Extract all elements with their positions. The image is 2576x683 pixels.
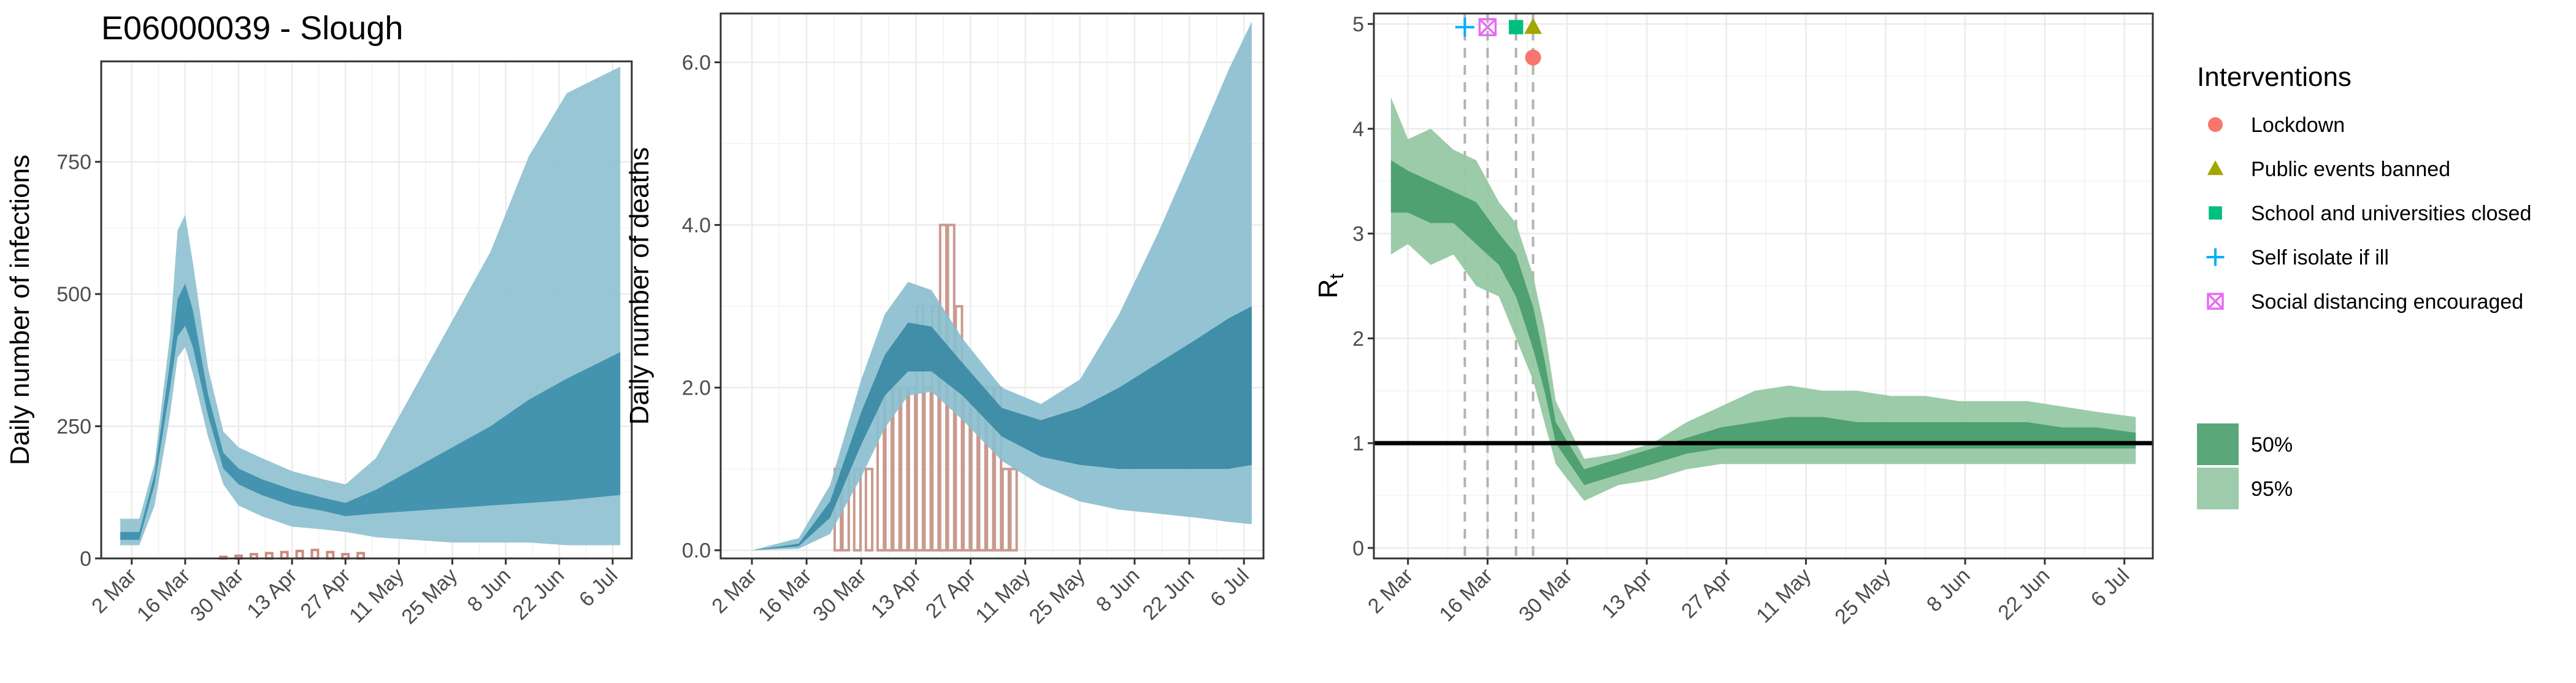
infections-ribbon-50 [120, 283, 621, 540]
y-tick-label: 4 [1352, 118, 1364, 141]
infections-y-label: Daily number of infections [5, 155, 35, 465]
legend-marker [2207, 293, 2224, 310]
x-tick-label: 16 Mar [132, 564, 195, 627]
x-tick-label: 25 May [397, 564, 462, 629]
deaths-panel-border [719, 12, 1265, 560]
legend-ci-label: 50% [2251, 433, 2293, 457]
x-tick-label: 30 Mar [186, 564, 248, 627]
x-tick-label: 16 Mar [1435, 564, 1497, 627]
intervention-marker [1525, 49, 1541, 66]
deaths-y-label: Daily number of deaths [624, 147, 654, 425]
legend-ci-swatch [2197, 468, 2239, 509]
legend-title: Interventions [2197, 62, 2352, 92]
intervention-marker [1509, 20, 1524, 34]
x-tick-label: 13 Apr [242, 564, 301, 623]
legend-label: Lockdown [2251, 114, 2345, 137]
legend-ci-swatch [2197, 423, 2239, 465]
x-tick-label: 25 May [1830, 564, 1895, 629]
y-tick-label: 2.0 [682, 377, 711, 400]
observed-bar [954, 305, 964, 552]
y-tick-label: 250 [56, 415, 91, 439]
y-tick-label: 4.0 [682, 214, 711, 237]
x-tick-label: 8 Jun [1922, 564, 1975, 617]
observed-bar [864, 468, 874, 552]
intervention-marker [1478, 18, 1497, 36]
legend-marker [2208, 117, 2223, 132]
x-tick-label: 11 May [345, 564, 408, 628]
y-tick-label: 1 [1352, 432, 1364, 455]
x-tick-label: 22 Jun [508, 564, 569, 625]
deaths-y-axis: 0.0 2.0 4.0 6.0 [682, 52, 721, 563]
x-tick-label: 6 Jul [1206, 564, 1254, 612]
y-label-subscript: t [1325, 274, 1347, 279]
legend-label: Public events banned [2251, 158, 2450, 181]
legend-ci-item: 50% [2197, 423, 2293, 465]
x-tick-label: 25 May [1025, 564, 1090, 629]
infections-panel-border [100, 60, 633, 560]
rt-y-axis: 0 1 2 3 4 5 [1352, 13, 1374, 560]
legend-item: School and universities closed [2209, 202, 2531, 225]
x-tick-label: 8 Jun [463, 564, 516, 617]
legend: Interventions Lockdown Public events banne… [2197, 62, 2531, 509]
legend-label: Social distancing encouraged [2251, 290, 2523, 314]
y-tick-label: 0 [80, 547, 91, 571]
legend-marker [2207, 160, 2224, 176]
legend-marker [2206, 248, 2225, 266]
x-tick-label: 30 Mar [808, 564, 871, 627]
x-tick-label: 16 Mar [754, 564, 816, 627]
rt-x-axis: 2 Mar 16 Mar 30 Mar 13 Apr 27 Apr 11 May 25 Ma… [1363, 558, 2134, 628]
deaths-ribbon-50 [751, 306, 1252, 550]
x-tick-label: 6 Jul [575, 564, 623, 612]
x-tick-label: 22 Jun [1138, 564, 1199, 625]
legend-label: School and universities closed [2251, 202, 2531, 225]
observed-bar [1009, 468, 1018, 552]
y-tick-label: 6.0 [682, 52, 711, 75]
legend-ci-item: 95% [2197, 468, 2293, 509]
y-tick-label: 500 [56, 283, 91, 306]
x-tick-label: 6 Jul [2087, 564, 2134, 612]
x-tick-label: 27 Apr [1677, 564, 1736, 623]
x-tick-label: 13 Apr [867, 564, 926, 623]
x-tick-label: 11 May [971, 564, 1035, 628]
x-tick-label: 8 Jun [1092, 564, 1144, 617]
x-tick-label: 27 Apr [296, 564, 355, 623]
y-tick-label: 5 [1352, 13, 1364, 36]
y-tick-label: 0 [1352, 537, 1364, 560]
rt-panel: 0 1 2 3 4 5 2 Mar 16 Mar 30 Mar 13 Apr 27 Apr 11 Ma… [1313, 12, 2154, 628]
intervention-marker [1455, 17, 1474, 37]
legend-item: Lockdown [2208, 114, 2345, 137]
x-tick-label: 30 Mar [1514, 564, 1577, 627]
rt-ribbon-95 [1390, 97, 2136, 501]
rt-y-label: Rt [1313, 274, 1347, 299]
observed-bar [1001, 468, 1010, 552]
rt-grid [1374, 14, 2153, 558]
y-tick-label: 2 [1352, 327, 1364, 350]
legend-item: Social distancing encouraged [2207, 290, 2523, 314]
infections-title: E06000039 - Slough [101, 10, 403, 47]
legend-ci-label: 95% [2251, 477, 2293, 501]
y-tick-label: 3 [1352, 223, 1364, 246]
legend-label: Self isolate if ill [2251, 246, 2389, 269]
legend-marker [2209, 206, 2222, 220]
x-tick-label: 11 May [1752, 564, 1815, 628]
x-tick-label: 22 Jun [1993, 564, 2054, 625]
x-tick-label: 27 Apr [921, 564, 980, 623]
y-tick-label: 0.0 [682, 539, 711, 563]
legend-item: Self isolate if ill [2206, 246, 2389, 269]
x-tick-label: 13 Apr [1597, 564, 1656, 623]
infections-y-axis: 0 250 500 750 [56, 151, 101, 571]
legend-item: Public events banned [2207, 158, 2450, 181]
intervention-marker [1524, 18, 1542, 34]
rt-panel-border [1373, 12, 2154, 560]
y-tick-label: 750 [56, 151, 91, 174]
x-tick-label: 2 Mar [1363, 564, 1417, 618]
